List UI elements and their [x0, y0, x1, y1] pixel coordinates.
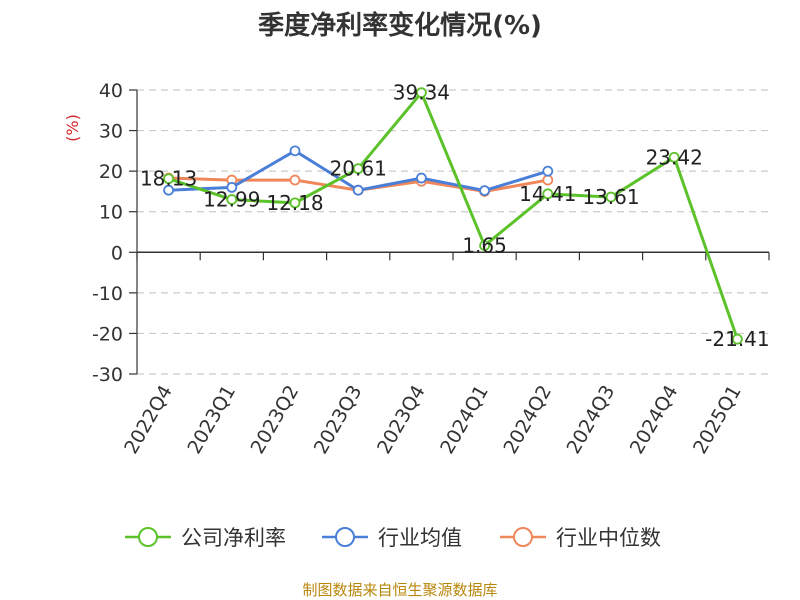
grid: [137, 89, 769, 375]
x-tick-label: 2022Q4: [120, 382, 177, 458]
data-point: [163, 173, 175, 185]
data-point: [415, 172, 427, 184]
legend-label: 行业中位数: [556, 526, 661, 550]
y-axis-label: (%): [63, 114, 82, 142]
data-label: 12.18: [266, 191, 323, 215]
data-point: [352, 163, 364, 175]
legend-label: 公司净利率: [181, 526, 286, 550]
chart-title: 季度净利率变化情况(%): [258, 10, 542, 41]
data-point: [542, 165, 554, 177]
x-tick-label: 2024Q2: [499, 382, 556, 458]
y-tick-label: -20: [92, 323, 123, 345]
legend-marker: [335, 527, 355, 547]
data-point: [668, 151, 680, 163]
series-lines: [163, 87, 743, 345]
y-tick-label: 0: [111, 242, 123, 264]
y-tick-label: -10: [92, 283, 123, 305]
data-label: -21.41: [705, 327, 769, 351]
data-point: [479, 185, 491, 197]
x-tick-label: 2023Q4: [373, 382, 430, 458]
data-point: [415, 87, 427, 99]
data-label: 23.42: [646, 145, 703, 169]
data-label: 39.34: [393, 81, 450, 105]
data-point: [226, 194, 238, 205]
x-tick-label: 2023Q3: [310, 382, 367, 458]
data-point: [605, 191, 617, 203]
y-axis: 40 30 20 10 0 -10 -20 -30: [92, 80, 138, 386]
data-label: 13.61: [582, 185, 639, 209]
data-point: [542, 188, 554, 200]
data-point: [289, 145, 301, 157]
legend-marker: [513, 527, 533, 547]
data-label: 18.13: [140, 167, 197, 191]
data-point: [289, 197, 301, 209]
y-tick-label: -30: [92, 364, 123, 386]
x-tick-label: 2024Q1: [436, 381, 493, 457]
x-tick-label: 2023Q2: [247, 382, 304, 458]
x-tick-label: 2024Q3: [563, 382, 620, 458]
y-tick-label: 30: [99, 121, 123, 143]
x-tick-label: 2025Q1: [689, 382, 746, 458]
data-label: 20.61: [330, 157, 387, 181]
x-axis: 2022Q4 2023Q1 2023Q2 2023Q3 2023Q4 2024Q1 2024…: [120, 251, 770, 458]
y-tick-label: 40: [99, 80, 123, 102]
data-point: [479, 240, 491, 251]
data-label: 12.99: [203, 188, 260, 212]
data-point: [163, 184, 175, 196]
legend-marker: [138, 527, 158, 547]
source-note: 制图数据来自恒生聚源数据库: [302, 581, 497, 599]
data-label: 14.41: [519, 182, 576, 206]
y-tick-label: 10: [99, 202, 123, 224]
data-point: [289, 174, 301, 186]
series-line: [168, 91, 739, 340]
data-point: [226, 181, 238, 193]
data-point: [732, 333, 743, 345]
data-point: [352, 184, 364, 196]
x-tick-label: 2024Q4: [626, 382, 683, 458]
legend: 公司净利率 行业均值 行业中位数: [125, 526, 661, 550]
legend-label: 行业均值: [378, 526, 462, 550]
data-label: 1.65: [462, 234, 507, 258]
x-tick-label: 2023Q1: [183, 382, 240, 458]
y-tick-label: 20: [99, 161, 123, 183]
